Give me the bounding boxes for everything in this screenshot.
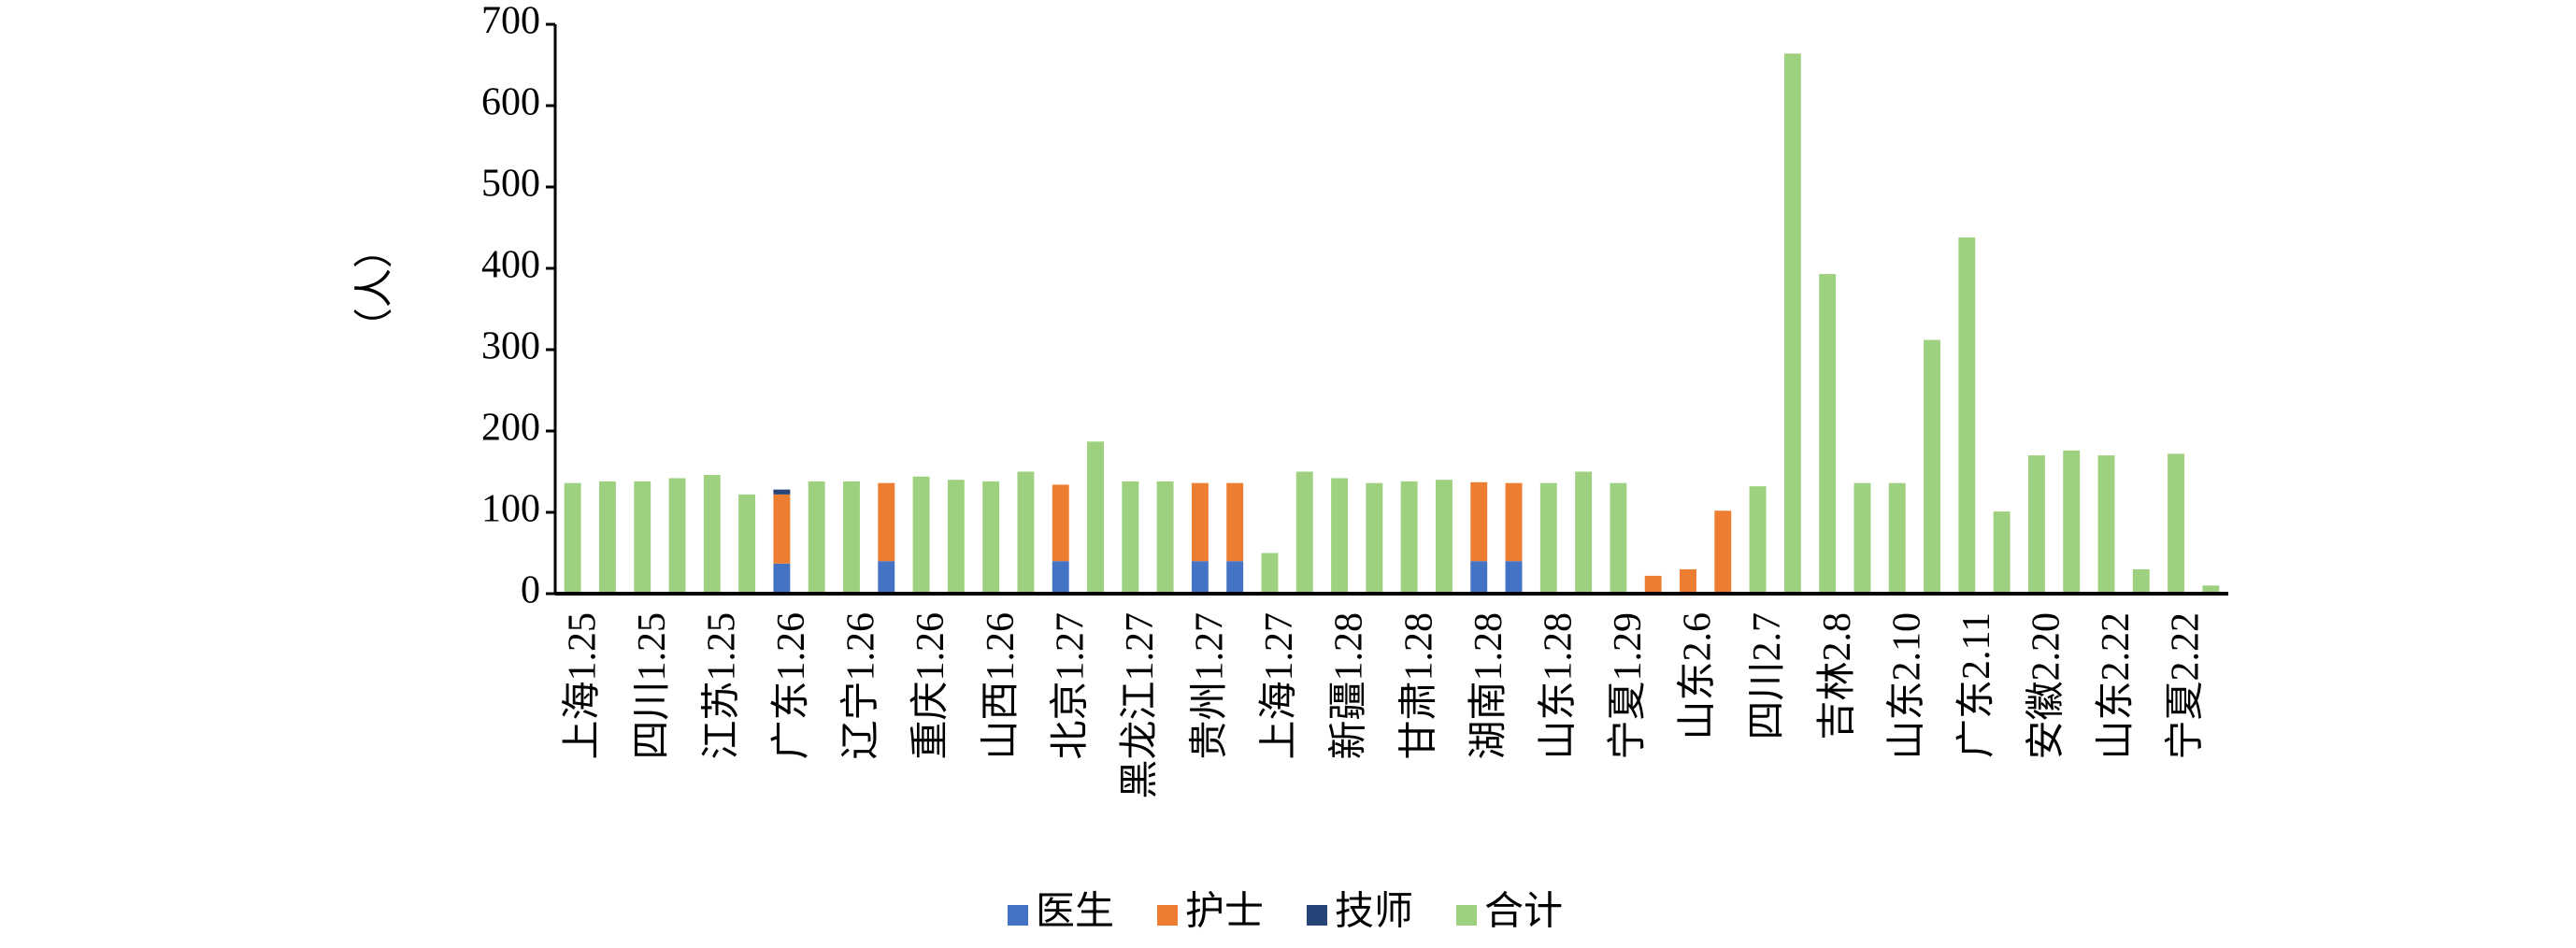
bar-segment (1122, 481, 1139, 594)
bar-segment (1644, 575, 1662, 594)
bar-segment (947, 480, 965, 594)
bar-segment (1505, 561, 1523, 594)
bar-segment (2097, 455, 2115, 594)
legend-swatch (1008, 905, 1028, 926)
x-tick-label: 山东1.28 (1536, 612, 1580, 760)
bar-segment (1888, 482, 1906, 594)
x-tick-label: 广东1.26 (769, 612, 813, 760)
bar-segment (1226, 561, 1244, 594)
legend-label: 技师 (1335, 891, 1413, 934)
bar-segment (564, 482, 581, 594)
bar-segment (634, 481, 651, 594)
bar-segment (1087, 441, 1104, 594)
bar-segment (1783, 53, 1801, 594)
bar-segment (2168, 453, 2185, 594)
bar-segment (1819, 274, 1837, 594)
y-tick-label: 300 (481, 325, 540, 368)
x-tick-label: 辽宁1.26 (840, 612, 883, 760)
y-axis-label: （人） (354, 229, 397, 347)
bar-segment (912, 476, 930, 594)
bar-segment (1017, 471, 1035, 594)
y-tick-label: 200 (481, 407, 540, 450)
bar-segment (1052, 561, 1069, 594)
bar-segment (1714, 510, 1732, 594)
x-tick-label: 重庆1.26 (909, 612, 952, 760)
x-tick-label: 四川2.7 (1746, 612, 1789, 740)
bar-segment (1366, 482, 1383, 594)
x-tick-label: 宁夏2.22 (2165, 612, 2208, 760)
bar-segment (2063, 450, 2081, 594)
bar-segment (1505, 482, 1523, 562)
y-tick-label: 600 (481, 81, 540, 124)
bar-segment (1156, 481, 1174, 594)
x-tick-label: 湖南1.28 (1467, 612, 1510, 760)
bar-segment (598, 481, 616, 594)
bar-segment (878, 482, 895, 562)
legend-label: 合计 (1484, 891, 1563, 934)
legend-label: 护士 (1185, 891, 1264, 934)
legend-swatch (1456, 905, 1477, 926)
bar-segment (1680, 568, 1696, 594)
bar-segment (703, 474, 721, 594)
bar-segment (1226, 482, 1244, 562)
bar-segment (1470, 561, 1488, 594)
legend-label: 医生 (1036, 891, 1114, 934)
x-tick-label: 上海1.27 (1258, 612, 1301, 760)
bar-segment (1539, 482, 1557, 594)
x-tick-label: 安徽2.20 (2025, 612, 2068, 760)
y-tick-label: 500 (481, 163, 540, 206)
bar-segment (1749, 486, 1767, 594)
bar-segment (1400, 481, 1418, 594)
bar-segment (1261, 553, 1279, 594)
bar-segment (2132, 568, 2150, 594)
bar-segment (1191, 561, 1209, 594)
x-tick-label: 四川1.25 (631, 612, 674, 760)
bar-segment (1958, 237, 1976, 594)
bar-segment (1435, 480, 1453, 594)
bar-segment (982, 481, 1000, 594)
bar-segment (1610, 482, 1627, 594)
bar-segment (773, 563, 791, 594)
bar-segment (773, 489, 791, 495)
x-tick-label: 黑龙江1.27 (1119, 612, 1162, 799)
x-tick-label: 北京1.27 (1048, 612, 1092, 760)
bar-segment (773, 494, 791, 564)
x-tick-label: 上海1.25 (561, 612, 604, 760)
y-tick-label: 400 (481, 244, 540, 287)
x-tick-label: 新疆1.28 (1328, 612, 1371, 760)
y-tick-label: 0 (521, 569, 540, 612)
bar-segment (1470, 481, 1488, 562)
y-tick-label: 100 (481, 488, 540, 531)
bar-segment (1993, 511, 2011, 594)
x-tick-label: 甘肃1.28 (1397, 612, 1440, 760)
bar-segment (1853, 482, 1871, 594)
x-tick-label: 广东2.11 (1954, 612, 1998, 758)
bar-segment (668, 478, 686, 594)
bar-segment (1052, 484, 1069, 562)
bar-segment (1191, 482, 1209, 562)
bar-segment (1331, 478, 1349, 594)
legend-swatch (1307, 905, 1327, 926)
bar-segment (2202, 585, 2220, 594)
bar-segment (878, 561, 895, 594)
x-tick-label: 宁夏1.29 (1607, 612, 1650, 760)
x-tick-label: 江苏1.25 (700, 612, 743, 760)
x-tick-label: 山东2.10 (1884, 612, 1928, 760)
bar-segment (738, 494, 756, 594)
x-tick-label: 吉林2.8 (1816, 612, 1859, 740)
x-tick-label: 山西1.26 (980, 612, 1023, 760)
x-tick-label: 山东2.6 (1676, 612, 1720, 740)
bar-segment (1924, 339, 1940, 594)
bar-segment (1295, 471, 1313, 594)
bar-segment (843, 481, 860, 594)
bar-segment (1575, 471, 1593, 594)
y-tick-label: 700 (481, 0, 540, 43)
x-tick-label: 贵州1.27 (1189, 612, 1232, 760)
bar-segment (808, 481, 825, 594)
legend-swatch (1157, 905, 1178, 926)
bar-segment (2027, 455, 2045, 594)
x-tick-label: 山东2.22 (2094, 612, 2138, 760)
